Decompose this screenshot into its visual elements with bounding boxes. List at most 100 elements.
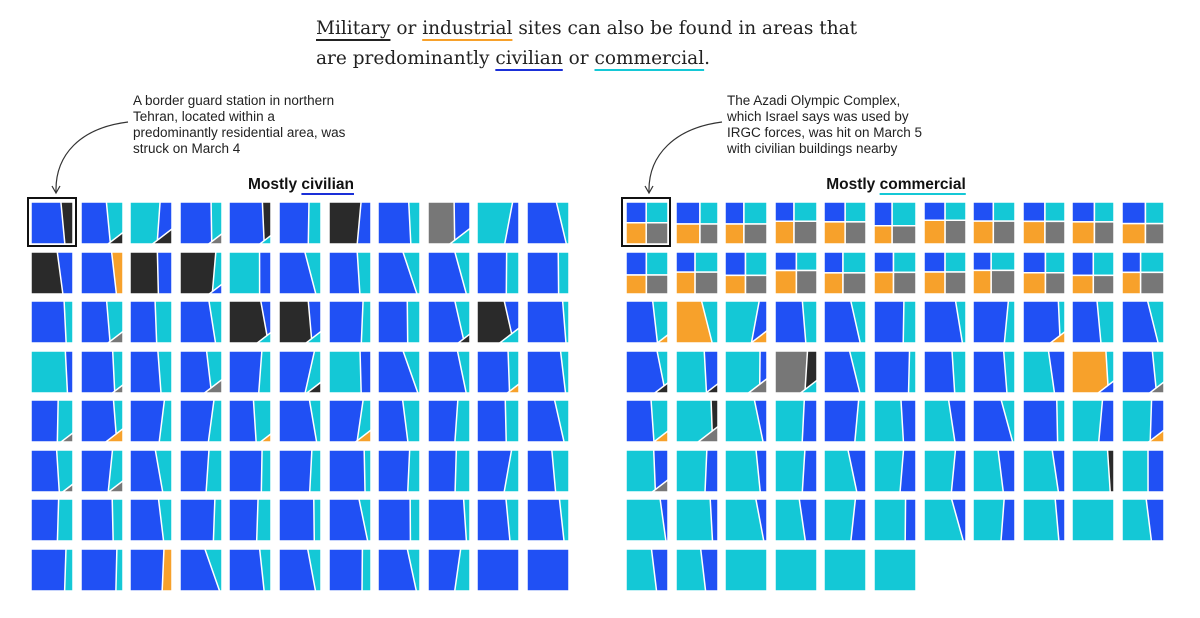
tile-region <box>105 301 123 343</box>
tile <box>824 449 867 492</box>
tile-region <box>696 425 718 442</box>
tile-region <box>651 301 668 343</box>
tile-region <box>1022 400 1065 442</box>
tile-region <box>1147 449 1164 492</box>
tile <box>1022 499 1065 541</box>
tile <box>427 350 470 393</box>
tile <box>824 548 867 591</box>
tile-region <box>923 251 946 273</box>
tile <box>80 449 123 492</box>
tile <box>229 251 272 294</box>
tile-region <box>506 382 520 393</box>
tile-region <box>698 202 718 225</box>
tile-region <box>1054 499 1065 541</box>
tile-region <box>1000 499 1016 541</box>
tile-region <box>703 449 718 492</box>
tile-region <box>744 274 768 294</box>
heading-mostly-commercial: Mostly commercial <box>826 176 966 193</box>
tile-region <box>256 499 272 541</box>
tile <box>427 499 470 541</box>
tile <box>1122 449 1164 492</box>
tile-region <box>874 350 916 393</box>
tile-region <box>60 202 73 244</box>
tile-region <box>305 380 321 393</box>
tile-region <box>205 449 222 492</box>
tile <box>774 202 817 244</box>
tile-region <box>725 251 747 276</box>
tile <box>1022 449 1065 492</box>
tile <box>279 301 321 343</box>
tile-region <box>56 400 73 442</box>
tile-region <box>114 548 123 591</box>
tile-region <box>527 301 569 343</box>
tile-region <box>504 400 520 442</box>
tile-region <box>973 220 995 244</box>
tile-region <box>675 499 718 541</box>
tile-region <box>892 271 916 294</box>
tile <box>874 251 916 294</box>
highlight-box-civilian <box>27 197 77 247</box>
tile <box>874 350 916 393</box>
tile-region <box>363 449 371 492</box>
tile-region <box>750 301 768 343</box>
tile-region <box>409 499 421 541</box>
tile-region <box>824 251 845 274</box>
tile <box>229 499 272 541</box>
tile-region <box>151 228 173 244</box>
tile <box>378 202 421 244</box>
tile-region <box>973 269 993 294</box>
tile-region <box>659 499 668 541</box>
tile <box>675 301 718 343</box>
civilian-word: civilian <box>495 48 563 69</box>
tile <box>279 251 321 294</box>
tile-region <box>56 251 73 294</box>
tile-region <box>356 202 371 244</box>
tile <box>477 449 520 492</box>
tile-region <box>63 548 73 591</box>
tile-region <box>527 350 569 393</box>
tile-region <box>259 548 272 591</box>
tile <box>328 350 371 393</box>
tile-region <box>725 274 747 294</box>
tile <box>527 499 569 541</box>
tile-region <box>1094 221 1115 244</box>
tile <box>229 449 272 492</box>
tile-region <box>842 271 867 294</box>
tile-region <box>874 251 895 273</box>
tile-region <box>1145 499 1164 541</box>
tile-region <box>308 449 321 492</box>
tile-region <box>313 499 321 541</box>
tile-region <box>675 223 701 244</box>
tile <box>279 449 321 492</box>
tile-region <box>56 499 73 541</box>
tile-region <box>259 432 272 442</box>
tile-region <box>645 202 668 224</box>
tile-region <box>304 350 321 393</box>
tile-region <box>307 202 321 244</box>
tile <box>179 251 222 294</box>
tile <box>874 449 916 492</box>
tile-region <box>498 327 520 343</box>
tile-region <box>207 400 222 442</box>
tile-region <box>907 350 916 393</box>
tile-region <box>1003 350 1016 393</box>
tile <box>675 202 718 244</box>
tile <box>626 400 668 442</box>
tile-region <box>561 301 569 343</box>
tile-region <box>943 251 966 273</box>
tile <box>427 202 470 244</box>
tile <box>675 499 718 541</box>
tile-region <box>212 499 222 541</box>
tile-region <box>63 301 73 343</box>
tile <box>973 251 1016 294</box>
tile <box>1022 251 1065 294</box>
tile-region <box>527 499 569 541</box>
tile <box>427 449 470 492</box>
tile-region <box>110 251 123 294</box>
tile-region <box>652 430 668 442</box>
tile-region <box>55 449 73 492</box>
tile <box>626 548 668 591</box>
tile <box>80 251 123 294</box>
tile <box>378 449 421 492</box>
tile-region <box>626 350 668 393</box>
